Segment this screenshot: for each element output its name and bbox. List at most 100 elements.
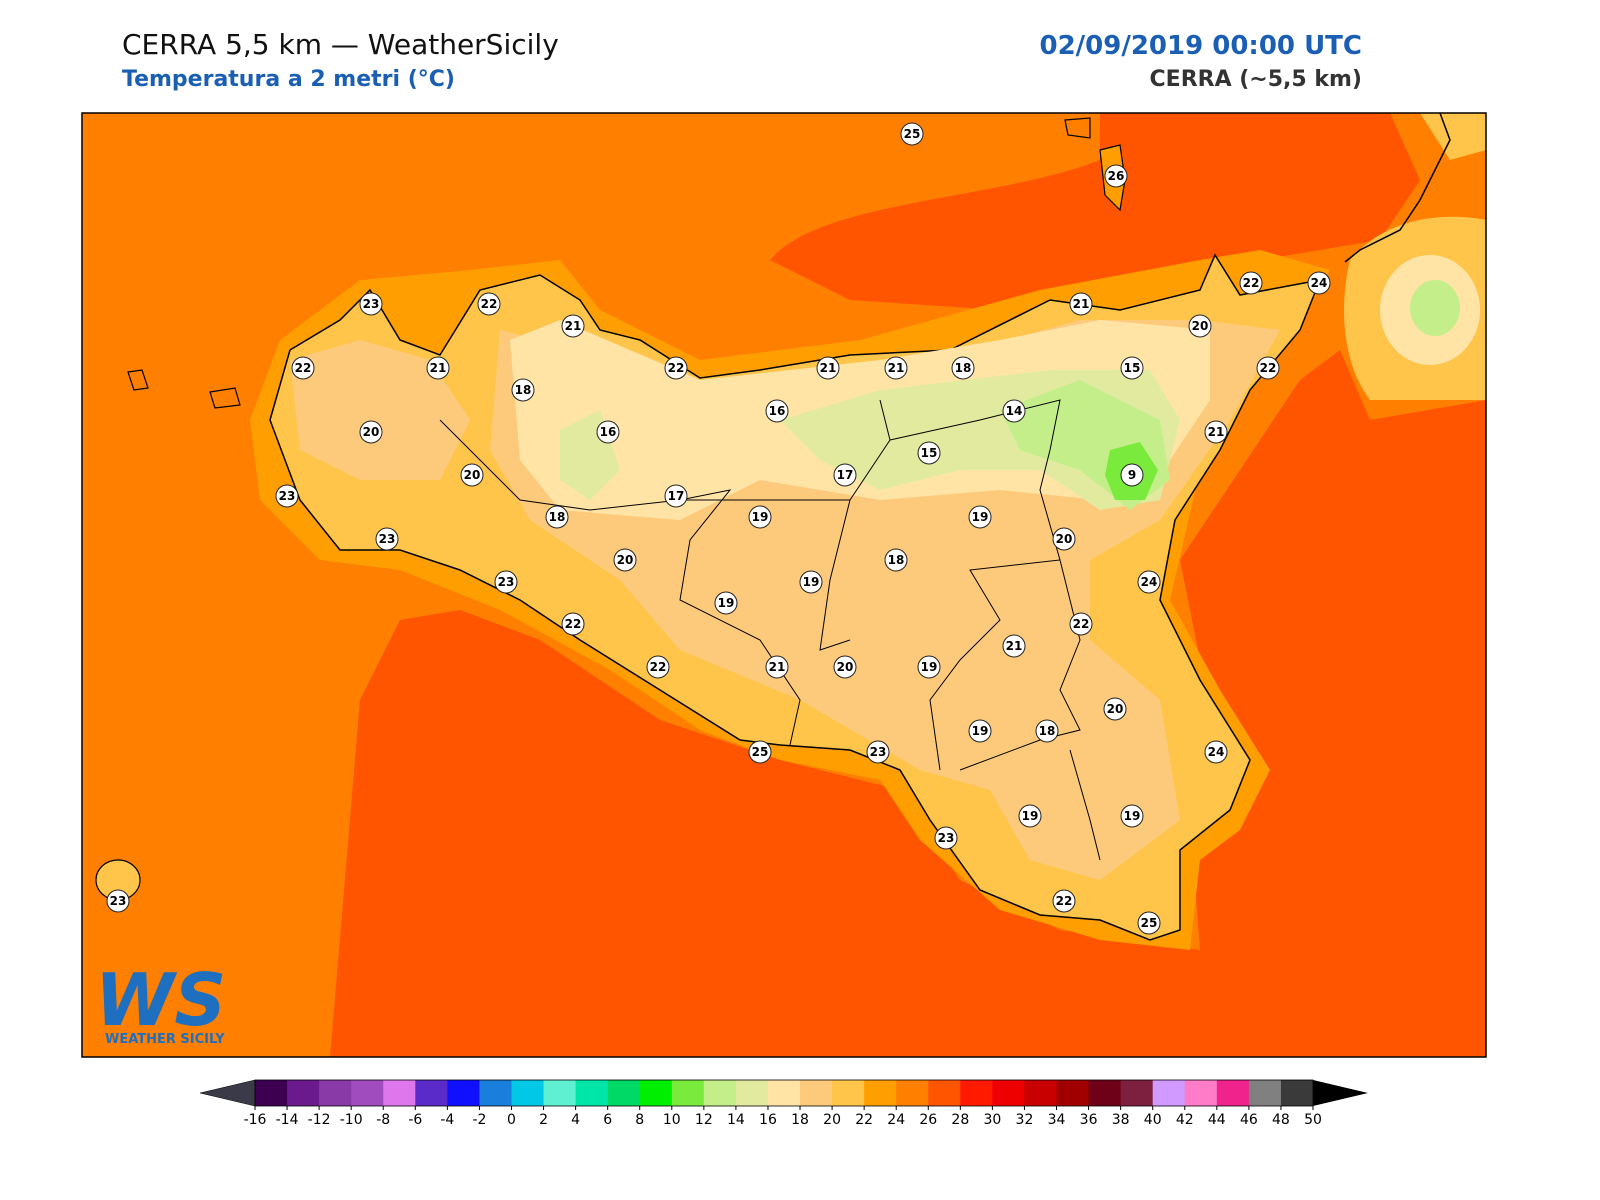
station-value: 23	[279, 489, 296, 503]
station-marker	[951, 356, 975, 380]
station-value: 20	[363, 425, 380, 439]
station-value: 14	[1006, 404, 1023, 418]
station: 24	[1307, 271, 1331, 295]
station: 25	[900, 122, 924, 146]
colorbar-tick-label: 34	[1048, 1112, 1066, 1128]
station-marker	[460, 463, 484, 487]
colorbar-bin	[1120, 1080, 1154, 1106]
station: 23	[934, 826, 958, 850]
station: 15	[917, 441, 941, 465]
station: 21	[816, 356, 840, 380]
station: 20	[1052, 527, 1076, 551]
station-marker	[291, 356, 315, 380]
station-marker	[1018, 804, 1042, 828]
station-marker	[833, 655, 857, 679]
station-marker	[664, 356, 688, 380]
coast	[1344, 113, 1451, 263]
colorbar-tick-label: -12	[308, 1112, 331, 1128]
colorbar-bin	[543, 1080, 577, 1106]
island	[1064, 117, 1091, 139]
colorbar-bin	[383, 1080, 416, 1106]
station-value: 26	[1108, 169, 1125, 183]
station: 19	[1018, 804, 1042, 828]
colorbar-tick-label: -10	[340, 1112, 363, 1128]
station-marker	[646, 655, 670, 679]
station-marker	[1120, 463, 1144, 487]
colorbar-tick-label: 12	[695, 1112, 713, 1128]
station: 18	[545, 505, 569, 529]
colorbar-tick-label: -4	[440, 1112, 454, 1128]
station-marker	[1103, 697, 1127, 721]
station-value: 15	[1124, 361, 1141, 375]
station-value: 22	[668, 361, 685, 375]
colorbar-bin	[255, 1080, 288, 1106]
station-value: 25	[752, 745, 769, 759]
station-marker	[494, 570, 518, 594]
station: 22	[1069, 612, 1093, 636]
station-marker	[917, 441, 941, 465]
station-marker	[866, 740, 890, 764]
colorbar-tick-label: 20	[823, 1112, 841, 1128]
colorbar-tick-label: 46	[1240, 1112, 1258, 1128]
station-marker	[511, 378, 535, 402]
colorbar-tick-label: 8	[635, 1112, 644, 1128]
station: 19	[714, 591, 738, 615]
station: 19	[1120, 804, 1144, 828]
station: 21	[1002, 634, 1026, 658]
station-marker	[359, 292, 383, 316]
colorbar-bin	[864, 1080, 897, 1106]
colorbar-bin	[1152, 1080, 1186, 1106]
colorbar-tick-label: 0	[507, 1112, 516, 1128]
station-value: 25	[1141, 916, 1158, 930]
station: 23	[866, 740, 890, 764]
calabria-field	[1420, 113, 1486, 160]
colorbar-bin	[607, 1080, 641, 1106]
colorbar-frame	[254, 1079, 1314, 1107]
station: 16	[765, 399, 789, 423]
colorbar-bin	[800, 1080, 833, 1106]
colorbar-bin	[671, 1080, 705, 1106]
colorbar-bin	[479, 1080, 512, 1106]
colorbar-bin	[639, 1080, 673, 1106]
station: 19	[748, 505, 772, 529]
colorbar-bin	[960, 1080, 993, 1106]
colorbar-tick-label: 44	[1208, 1112, 1226, 1128]
colorbar-tick-label: 28	[951, 1112, 969, 1128]
station-value: 19	[718, 596, 735, 610]
colorbar-bin	[735, 1080, 769, 1106]
station-value: 23	[938, 831, 955, 845]
station-marker	[545, 505, 569, 529]
station-value: 21	[820, 361, 837, 375]
station-value: 20	[1107, 702, 1124, 716]
colorbar-tick-label: 22	[855, 1112, 873, 1128]
station-value: 20	[1192, 319, 1209, 333]
station-marker	[816, 356, 840, 380]
station: 22	[561, 612, 585, 636]
colorbar-tick-label: 50	[1304, 1112, 1322, 1128]
station-marker	[275, 484, 299, 508]
station: 15	[1120, 356, 1144, 380]
station-value: 19	[972, 724, 989, 738]
station-value: 21	[1208, 425, 1225, 439]
station: 21	[426, 356, 450, 380]
station-value: 22	[295, 361, 312, 375]
station-value: 15	[921, 446, 938, 460]
map-frame	[81, 112, 1487, 1058]
subtitle: Temperatura a 2 metri (°C)	[122, 67, 455, 92]
station-value: 21	[888, 361, 905, 375]
station-marker	[765, 399, 789, 423]
station: 17	[664, 484, 688, 508]
station-value: 20	[837, 660, 854, 674]
station-value: 24	[1208, 745, 1225, 759]
station: 22	[646, 655, 670, 679]
station: 19	[917, 655, 941, 679]
station: 20	[359, 420, 383, 444]
station-value: 18	[888, 553, 905, 567]
colorbar-bin	[1088, 1080, 1122, 1106]
colorbar-tick-label: 38	[1112, 1112, 1130, 1128]
station-value: 22	[1056, 894, 1073, 908]
station-marker	[934, 826, 958, 850]
colorbar-bin	[319, 1080, 352, 1106]
station: 20	[1188, 314, 1212, 338]
station-marker	[561, 612, 585, 636]
